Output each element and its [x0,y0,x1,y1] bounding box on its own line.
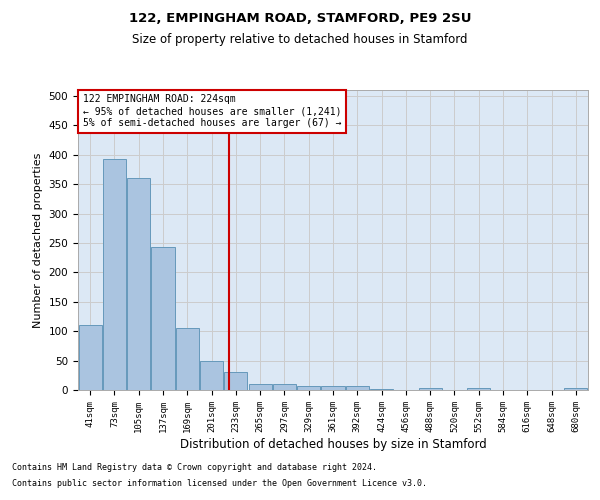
Bar [224,372,247,390]
X-axis label: Distribution of detached houses by size in Stamford: Distribution of detached houses by size … [179,438,487,450]
Text: 122, EMPINGHAM ROAD, STAMFORD, PE9 2SU: 122, EMPINGHAM ROAD, STAMFORD, PE9 2SU [129,12,471,26]
Bar [103,159,126,390]
Bar [151,247,175,390]
Bar [370,389,393,390]
Bar [322,386,344,390]
Bar [248,384,272,390]
Bar [565,388,587,390]
Bar [200,360,223,390]
Bar [419,388,442,390]
Bar [467,388,490,390]
Y-axis label: Number of detached properties: Number of detached properties [33,152,43,328]
Bar [297,386,320,390]
Text: Contains public sector information licensed under the Open Government Licence v3: Contains public sector information licen… [12,478,427,488]
Text: 122 EMPINGHAM ROAD: 224sqm
← 95% of detached houses are smaller (1,241)
5% of se: 122 EMPINGHAM ROAD: 224sqm ← 95% of deta… [83,94,341,128]
Text: Size of property relative to detached houses in Stamford: Size of property relative to detached ho… [132,32,468,46]
Text: Contains HM Land Registry data © Crown copyright and database right 2024.: Contains HM Land Registry data © Crown c… [12,464,377,472]
Bar [273,384,296,390]
Bar [127,178,150,390]
Bar [176,328,199,390]
Bar [79,326,101,390]
Bar [346,386,369,390]
